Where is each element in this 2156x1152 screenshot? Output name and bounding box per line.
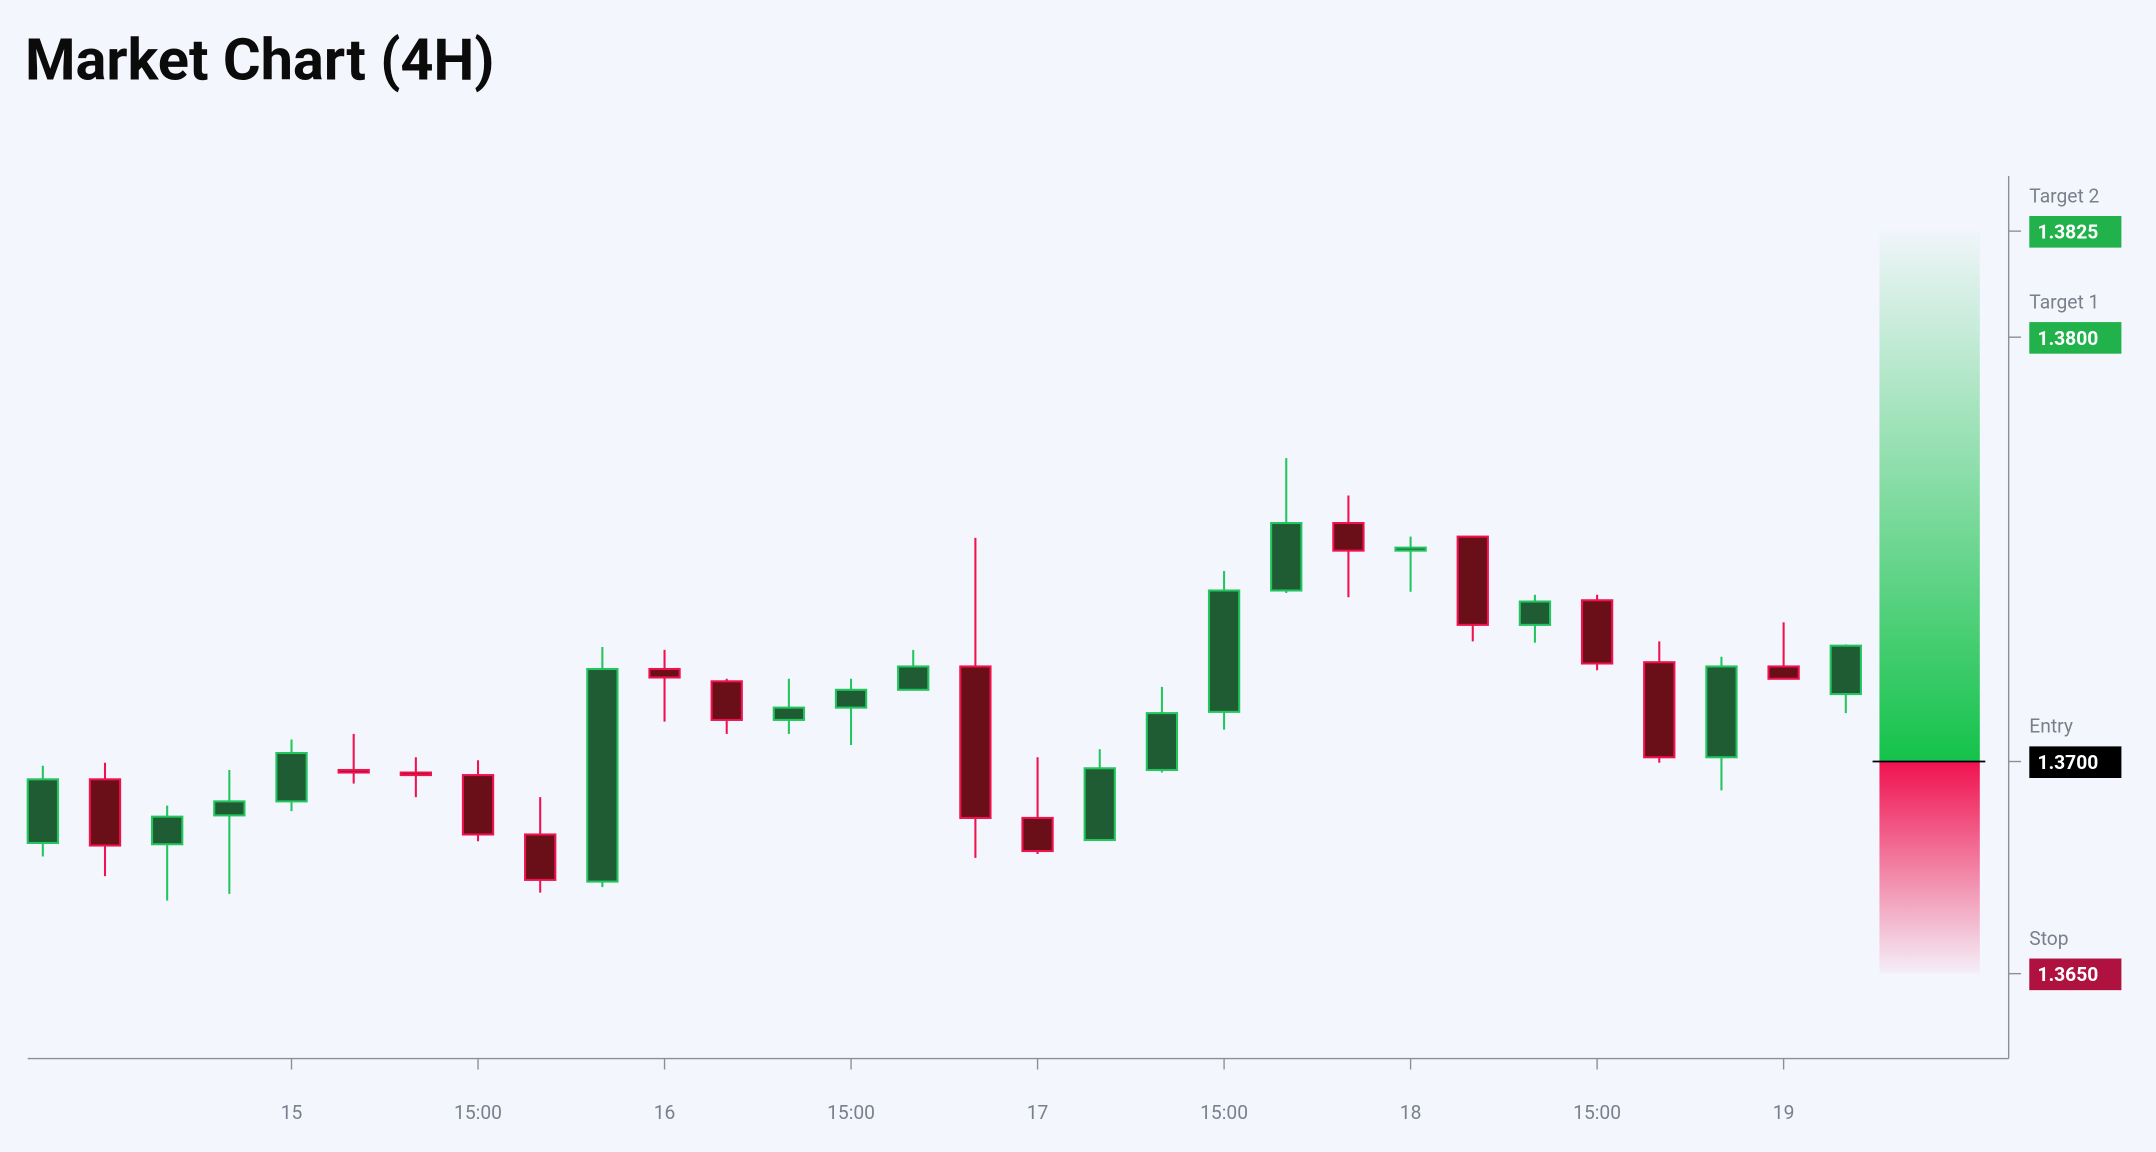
profit-zone bbox=[1879, 231, 1980, 762]
loss-zone bbox=[1879, 761, 1980, 974]
level-badge bbox=[2029, 958, 2122, 991]
level-value: 1.3825 bbox=[2038, 221, 2099, 244]
level-value: 1.3800 bbox=[2038, 327, 2099, 350]
x-tick-label: 15:00 bbox=[454, 1101, 502, 1124]
x-tick-label: 18 bbox=[1400, 1101, 1422, 1124]
candle-body bbox=[1518, 600, 1552, 626]
candle-body bbox=[399, 771, 433, 777]
candle-body bbox=[524, 833, 557, 881]
candle-body bbox=[1207, 589, 1241, 713]
candle-body bbox=[1829, 644, 1862, 696]
candle-body bbox=[1456, 535, 1489, 626]
x-tick-label: 19 bbox=[1773, 1101, 1795, 1124]
x-tick-label: 15:00 bbox=[1200, 1101, 1248, 1124]
level-badge bbox=[2029, 216, 2122, 248]
level-badge bbox=[2029, 322, 2122, 354]
x-tick-label: 15:00 bbox=[1573, 1101, 1621, 1124]
candle-body bbox=[586, 667, 619, 883]
candle-body bbox=[1145, 712, 1179, 772]
candle-body bbox=[337, 768, 370, 774]
candle-body bbox=[1332, 522, 1365, 552]
candle-body bbox=[88, 778, 122, 847]
level-name: Stop bbox=[2029, 927, 2068, 950]
candle-body bbox=[1021, 816, 1054, 853]
level-value: 1.3650 bbox=[2038, 963, 2099, 986]
candle-body bbox=[461, 774, 495, 836]
candle-body bbox=[1705, 665, 1738, 759]
level-name: Target 2 bbox=[2029, 184, 2099, 207]
candle-body bbox=[648, 667, 681, 679]
candle-body bbox=[772, 706, 806, 721]
candle-body bbox=[834, 688, 868, 709]
candle-body bbox=[1767, 665, 1800, 680]
candle-body bbox=[1394, 546, 1427, 552]
candle-body bbox=[151, 815, 184, 846]
x-tick-label: 15 bbox=[281, 1101, 303, 1124]
level-badge bbox=[2029, 746, 2122, 779]
candle-body bbox=[710, 680, 743, 721]
candle-body bbox=[1580, 599, 1614, 665]
x-tick-label: 16 bbox=[654, 1101, 676, 1124]
x-tick-label: 17 bbox=[1027, 1101, 1049, 1124]
level-name: Entry bbox=[2029, 715, 2073, 738]
candle-body bbox=[213, 800, 246, 817]
candle-body bbox=[959, 665, 992, 819]
candle-body bbox=[275, 751, 308, 803]
chart-title: Market Chart (4H) bbox=[25, 27, 495, 95]
level-name: Target 1 bbox=[2029, 290, 2099, 313]
level-value: 1.3700 bbox=[2038, 751, 2099, 774]
x-tick-label: 15:00 bbox=[827, 1101, 875, 1124]
candle-body bbox=[26, 778, 59, 845]
candle-body bbox=[1643, 661, 1676, 759]
candle-body bbox=[897, 665, 930, 691]
candle-body bbox=[1083, 767, 1116, 842]
candle-body bbox=[1270, 522, 1303, 592]
